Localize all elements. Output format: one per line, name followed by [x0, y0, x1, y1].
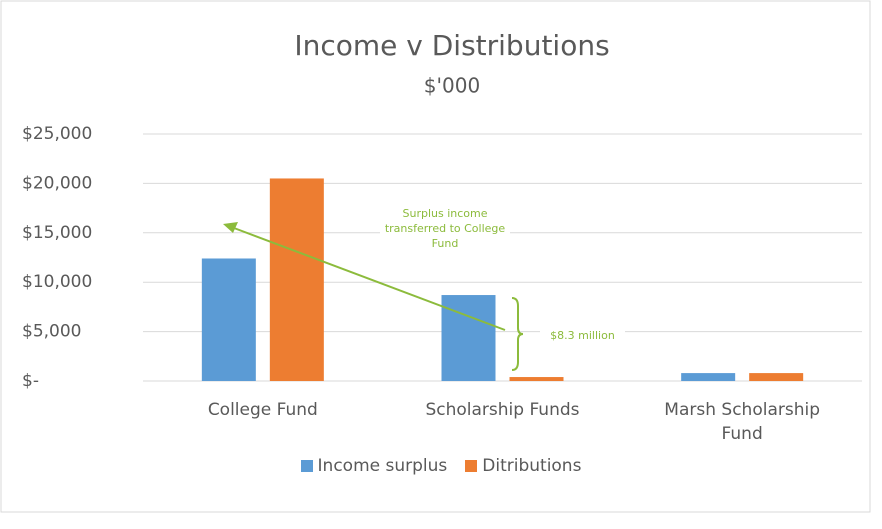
arrow-line: [233, 227, 506, 331]
legend-label: Ditributions: [482, 456, 582, 476]
annotation-text: Surplus income transferred to College Fu…: [380, 206, 510, 251]
x-tick-label: Scholarship Funds: [425, 400, 580, 420]
bar: [441, 295, 496, 381]
bar: [681, 373, 736, 381]
legend-swatch: [465, 460, 478, 472]
y-tick-label: $5,000: [22, 322, 81, 342]
chart-subtitle: $'000: [424, 74, 480, 98]
x-tick-label: Marsh Scholarship Fund: [664, 400, 820, 444]
x-tick-label: College Fund: [207, 400, 318, 420]
y-tick-label: $25,000: [22, 124, 92, 144]
bracket: [511, 297, 524, 371]
bar: [201, 258, 256, 381]
legend-swatch: [300, 460, 313, 472]
bar: [269, 178, 324, 381]
legend-label: Income surplus: [317, 456, 448, 476]
legend: Income surplus Ditributions: [0, 456, 882, 476]
annotation-arrow: [223, 222, 524, 371]
y-tick-label: $-: [22, 371, 39, 391]
y-tick-label: $15,000: [22, 223, 92, 243]
y-tick-label: $20,000: [22, 173, 92, 193]
bar: [749, 373, 804, 381]
bar: [509, 377, 564, 381]
legend-item: Ditributions: [465, 456, 581, 476]
arrow-head: [223, 222, 238, 233]
chart-frame: [0, 0, 871, 513]
chart-title: Income v Distributions: [294, 29, 609, 62]
y-tick-label: $10,000: [22, 272, 92, 292]
annotation-text: $8.3 million: [540, 328, 625, 343]
legend-item: Income surplus: [300, 456, 448, 476]
